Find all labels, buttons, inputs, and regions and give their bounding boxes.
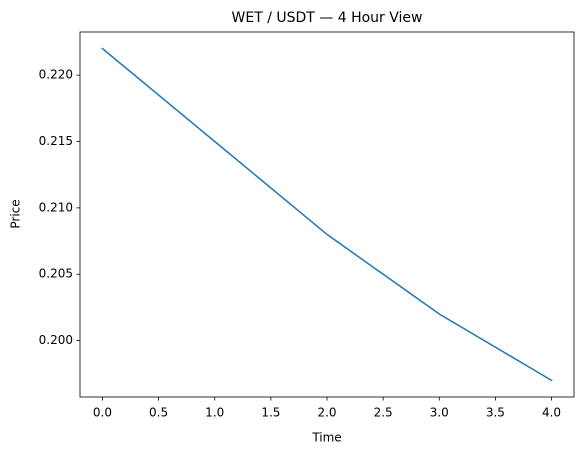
- line-series: [101, 47, 553, 382]
- x-tick-label: 0.5: [149, 406, 168, 420]
- x-tick-label: 1.0: [205, 406, 224, 420]
- y-tick-label: 0.200: [39, 333, 73, 347]
- x-axis-label: Time: [311, 431, 341, 445]
- y-tick-label: 0.220: [39, 68, 73, 82]
- y-tick-label: 0.210: [39, 200, 73, 214]
- x-tick-label: 2.5: [374, 406, 393, 420]
- x-tick-label: 1.5: [261, 406, 280, 420]
- y-tick-label: 0.215: [39, 134, 73, 148]
- x-tick-label: 0.0: [93, 406, 112, 420]
- chart-title: WET / USDT — 4 Hour View: [232, 10, 423, 26]
- y-tick-label: 0.205: [39, 267, 73, 281]
- x-tick-label: 3.5: [486, 406, 505, 420]
- x-tick-label: 2.0: [317, 406, 336, 420]
- x-tick-label: 4.0: [542, 406, 561, 420]
- y-axis-label: Price: [9, 199, 23, 228]
- plot-frame: [79, 31, 575, 398]
- x-tick-label: 3.0: [430, 406, 449, 420]
